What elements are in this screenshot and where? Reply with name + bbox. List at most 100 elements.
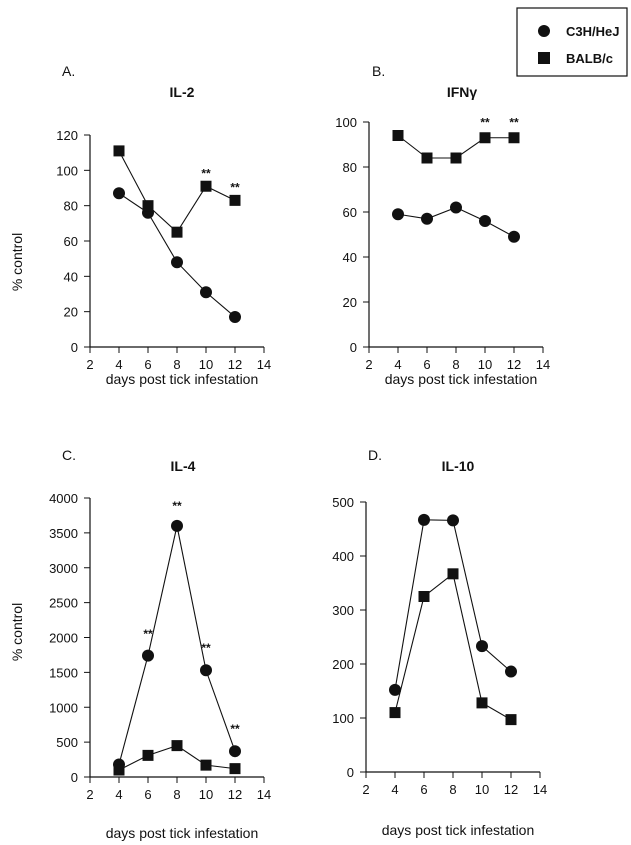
data-point-balb [450,152,462,164]
data-point-c3h [508,230,520,243]
x-tick-label: 8 [449,782,456,797]
data-point-balb [229,763,241,775]
y-tick-label: 60 [64,234,78,249]
data-point-balb [418,591,430,602]
y-tick-label: 100 [335,115,357,130]
x-tick-label: 2 [86,787,93,802]
y-tick-label: 80 [64,199,78,214]
x-tick-label: 10 [478,357,492,372]
x-tick-label: 4 [394,357,401,372]
significance-marker: ** [230,722,240,736]
series-line-c3h [118,525,236,765]
y-tick-label: 100 [332,711,354,726]
data-point-balb [505,714,517,726]
x-tick-label: 6 [420,782,427,797]
x-tick-label: 6 [144,787,151,802]
significance-marker: ** [201,641,211,655]
x-tick-label: 10 [199,357,213,372]
data-point-balb [200,180,212,192]
panel-letter: A. [62,63,75,79]
x-tick-label: 14 [257,357,271,372]
data-point-balb [421,152,433,164]
x-axis-label: days post tick infestation [385,371,538,387]
x-tick-label: 12 [228,357,242,372]
x-tick-label: 10 [475,782,489,797]
y-tick-label: 300 [332,603,354,618]
y-tick-label: 0 [71,340,78,355]
y-tick-label: 3500 [49,526,78,541]
x-tick-label: 8 [173,357,180,372]
data-point-balb [171,226,183,238]
y-tick-label: 2500 [49,596,78,611]
y-tick-label: 3000 [49,561,78,576]
data-point-c3h [171,519,183,532]
panel-a: A. IL-2 % control days post tick infesta… [9,63,271,387]
x-tick-label: 12 [504,782,518,797]
chart-title: IL-4 [171,458,196,474]
data-point-balb [200,759,212,771]
panel-letter: C. [62,447,76,463]
y-tick-label: 40 [343,250,357,265]
significance-marker: ** [143,627,153,641]
data-point-c3h [418,513,430,526]
data-point-c3h [142,649,154,662]
data-point-balb [447,568,459,580]
x-tick-label: 4 [391,782,398,797]
x-tick-label: 2 [365,357,372,372]
data-point-c3h [200,286,212,299]
data-point-c3h [421,212,433,225]
data-point-c3h [392,208,404,221]
data-point-balb [508,132,520,144]
data-point-balb [113,764,125,776]
data-point-balb [142,200,154,212]
x-tick-label: 4 [115,357,122,372]
data-point-balb [171,740,183,752]
data-point-balb [389,707,401,719]
data-point-c3h [450,201,462,214]
data-point-c3h [447,514,459,527]
x-tick-label: 8 [452,357,459,372]
data-point-balb [476,697,488,709]
series-line-balb [118,150,236,234]
x-tick-label: 12 [507,357,521,372]
x-tick-label: 8 [173,787,180,802]
data-point-c3h [479,215,491,227]
significance-marker: ** [172,499,182,513]
y-tick-label: 100 [56,163,78,178]
data-point-c3h [171,256,183,269]
series-line-c3h [118,192,236,318]
x-tick-label: 14 [533,782,547,797]
panel-letter: D. [368,447,382,463]
chart-title: IFNγ [447,84,478,100]
legend: C3H/HeJ BALB/c [516,7,628,77]
y-tick-label: 0 [347,765,354,780]
data-point-c3h [389,683,401,696]
chart-title: IL-2 [170,84,195,100]
y-tick-label: 500 [56,735,78,750]
y-axis-label: % control [9,233,25,291]
x-tick-label: 14 [536,357,550,372]
panel-d: D. IL-10 days post tick infestation 0 100… [332,447,547,838]
y-tick-label: 80 [343,160,357,175]
data-point-balb [113,145,125,157]
x-tick-label: 10 [199,787,213,802]
legend-marker-balb [538,52,550,64]
series-line-c3h [394,519,512,691]
data-point-balb [229,194,241,206]
panel-letter: B. [372,63,385,79]
x-tick-label: 14 [257,787,271,802]
chart-title: IL-10 [442,458,475,474]
y-tick-label: 1000 [49,700,78,715]
x-tick-label: 6 [144,357,151,372]
y-tick-label: 1500 [49,665,78,680]
x-axis-label: days post tick infestation [382,822,535,838]
y-tick-label: 2000 [49,631,78,646]
panel-c: C. IL-4 % control days post tick infesta… [9,447,271,841]
y-tick-label: 120 [56,128,78,143]
significance-marker: ** [230,181,240,195]
x-tick-label: 6 [423,357,430,372]
significance-marker: ** [480,116,490,130]
data-point-balb [479,132,491,144]
significance-marker: ** [201,166,211,180]
